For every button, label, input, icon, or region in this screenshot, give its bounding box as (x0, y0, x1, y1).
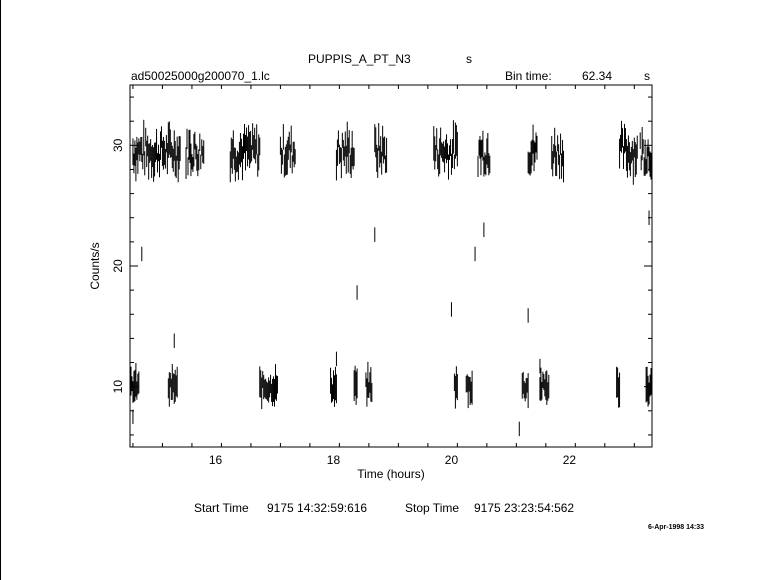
start-time-value: 9175 14:32:59:616 (267, 501, 368, 515)
stop-time-value: 9175 23:23:54:562 (474, 501, 575, 515)
left-border (0, 0, 1, 580)
start-time-label: Start Time (194, 501, 249, 515)
bin-time-unit: s (644, 69, 650, 83)
object-name: PUPPIS_A_PT_N3 (308, 52, 411, 66)
bin-time-label: Bin time: (505, 69, 552, 83)
file-name: ad50025000g200070_1.lc (131, 69, 270, 83)
y-tick-label: 20 (111, 259, 125, 273)
y-axis-label: Counts/s (88, 242, 102, 289)
y-tick-label: 30 (111, 138, 125, 152)
x-tick-label: 22 (563, 453, 577, 467)
bin-time-value: 62.34 (582, 69, 613, 83)
tick-labels: 16 18 20 22 10 20 30 (111, 138, 576, 467)
object-suffix: s (466, 52, 472, 66)
y-tick-label: 10 (111, 380, 125, 394)
x-tick-label: 16 (209, 453, 223, 467)
x-tick-label: 18 (327, 453, 341, 467)
x-axis-label: Time (hours) (357, 467, 425, 481)
axis-ticks (130, 85, 652, 447)
data-marks (129, 119, 653, 437)
stop-time-label: Stop Time (405, 501, 460, 515)
x-tick-label: 20 (445, 453, 459, 467)
plot-frame (129, 84, 653, 448)
date-stamp: 6-Apr-1998 14:33 (648, 524, 705, 531)
